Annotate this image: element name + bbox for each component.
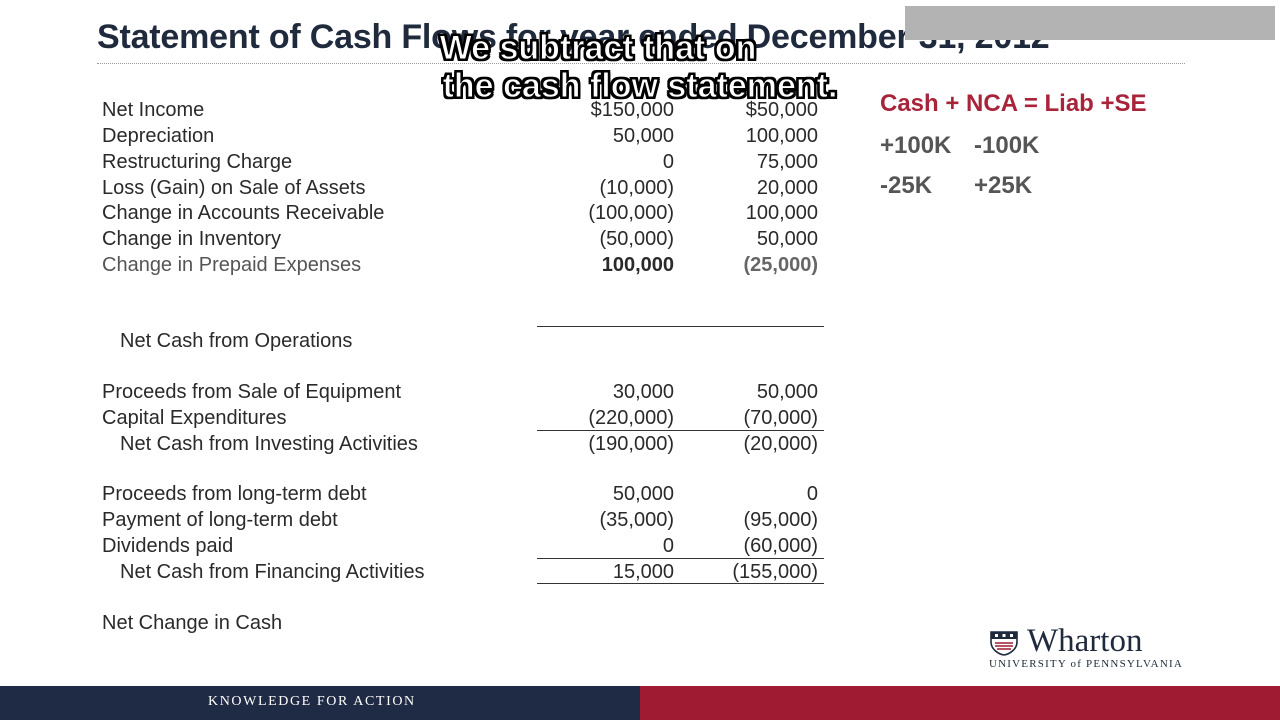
row-label: Net Income — [102, 99, 205, 121]
row-label: Change in Inventory — [102, 228, 282, 250]
title-divider — [97, 63, 1185, 64]
statement-row-total: Net Change in Cash — [0, 610, 840, 636]
statement-row: Capital Expenditures (220,000) (70,000) — [0, 405, 840, 431]
statement-row: Change in Accounts Receivable (100,000) … — [0, 200, 840, 226]
statement-row-subtotal: Net Cash from Operations — [0, 328, 840, 354]
row-value-2012: (10,000) — [599, 177, 675, 199]
row-value-2011: 100,000 — [745, 202, 818, 224]
row-value-2012: (220,000) — [588, 407, 674, 429]
row-label: Net Change in Cash — [102, 612, 283, 634]
row-value-2012: 50,000 — [612, 125, 674, 147]
row-value-2012: (35,000) — [599, 509, 675, 531]
row-value-2011: 100,000 — [745, 125, 818, 147]
row-label: Proceeds from long-term debt — [102, 483, 367, 505]
row-value-2011: 20,000 — [756, 177, 818, 199]
row-label: Depreciation — [102, 125, 215, 147]
row-value-2011: (25,000) — [743, 254, 819, 276]
row-label: Loss (Gain) on Sale of Assets — [102, 177, 366, 199]
statement-row: Change in Prepaid Expenses 100,000 (25,0… — [0, 252, 840, 278]
row-value-2012: 100,000 — [601, 254, 674, 276]
row-value-2012: 0 — [662, 535, 674, 557]
row-value-2012: 30,000 — [612, 381, 674, 403]
row-value-2012: (190,000) — [588, 433, 674, 455]
row-value-2011: (20,000) — [743, 433, 819, 455]
equation-change-nca: -100K — [974, 132, 1040, 159]
footer-tagline: KNOWLEDGE FOR ACTION — [208, 694, 416, 709]
statement-row-subtotal: Net Cash from Investing Activities (190,… — [0, 431, 840, 457]
row-value-2012: (50,000) — [599, 228, 675, 250]
row-label: Payment of long-term debt — [102, 509, 338, 531]
row-value-2011: 0 — [806, 483, 818, 505]
equation-change-cash: +100K — [880, 132, 952, 159]
video-caption-line: the cash flow statement. — [442, 67, 838, 106]
row-label: Dividends paid — [102, 535, 234, 557]
row-value-2012: 50,000 — [612, 483, 674, 505]
video-caption-line: We subtract that on — [439, 29, 757, 68]
statement-row: Loss (Gain) on Sale of Assets (10,000) 2… — [0, 175, 840, 201]
statement-row: Proceeds from long-term debt 50,000 0 — [0, 481, 840, 507]
row-value-2012: $150,000 — [590, 99, 674, 121]
row-label: Net Cash from Investing Activities — [120, 433, 418, 455]
slide-title: Statement of Cash Flows for year ended D… — [97, 18, 1050, 56]
row-label: Change in Accounts Receivable — [102, 202, 385, 224]
row-value-2011: 50,000 — [756, 381, 818, 403]
equation-change-cash: -25K — [880, 172, 933, 199]
row-label: Capital Expenditures — [102, 407, 287, 429]
row-label: Proceeds from Sale of Equipment — [102, 381, 402, 403]
statement-row: Net Income $150,000 $50,000 — [0, 97, 840, 123]
equation-change-nca: +25K — [974, 172, 1033, 199]
overlay-box — [905, 6, 1275, 40]
row-value-2012: (100,000) — [588, 202, 674, 224]
total-rule — [537, 583, 824, 584]
statement-row: Proceeds from Sale of Equipment 30,000 5… — [0, 379, 840, 405]
subtotal-rule — [537, 430, 824, 431]
statement-row: Restructuring Charge 0 75,000 — [0, 149, 840, 175]
statement-row: Depreciation 50,000 100,000 — [0, 123, 840, 149]
statement-row-subtotal: Net Cash from Financing Activities 15,00… — [0, 559, 840, 585]
row-value-2011: (70,000) — [743, 407, 819, 429]
penn-shield-icon — [990, 631, 1018, 656]
subtotal-rule — [537, 558, 824, 559]
row-value-2011: (95,000) — [743, 509, 819, 531]
statement-row: Payment of long-term debt (35,000) (95,0… — [0, 507, 840, 533]
row-value-2012: 15,000 — [612, 561, 674, 583]
row-label: Net Cash from Financing Activities — [120, 561, 425, 583]
row-value-2012: 0 — [662, 151, 674, 173]
statement-row: Dividends paid 0 (60,000) — [0, 533, 840, 559]
accounting-equation: Cash + NCA = Liab +SE — [880, 90, 1147, 117]
row-value-2011: $50,000 — [745, 99, 818, 121]
row-label: Restructuring Charge — [102, 151, 293, 173]
subtotal-rule — [537, 326, 824, 327]
wharton-logo-subtitle: UNIVERSITY of PENNSYLVANIA — [989, 658, 1183, 670]
row-value-2011: (60,000) — [743, 535, 819, 557]
footer-bar-left — [0, 686, 640, 720]
row-value-2011: 75,000 — [756, 151, 818, 173]
row-value-2011: 50,000 — [756, 228, 818, 250]
row-label: Change in Prepaid Expenses — [102, 254, 362, 276]
wharton-logo-text: Wharton — [1027, 623, 1143, 659]
row-label: Net Cash from Operations — [120, 330, 353, 352]
row-value-2011: (155,000) — [732, 561, 818, 583]
statement-row: Change in Inventory (50,000) 50,000 — [0, 226, 840, 252]
footer-bar-right — [640, 686, 1280, 720]
